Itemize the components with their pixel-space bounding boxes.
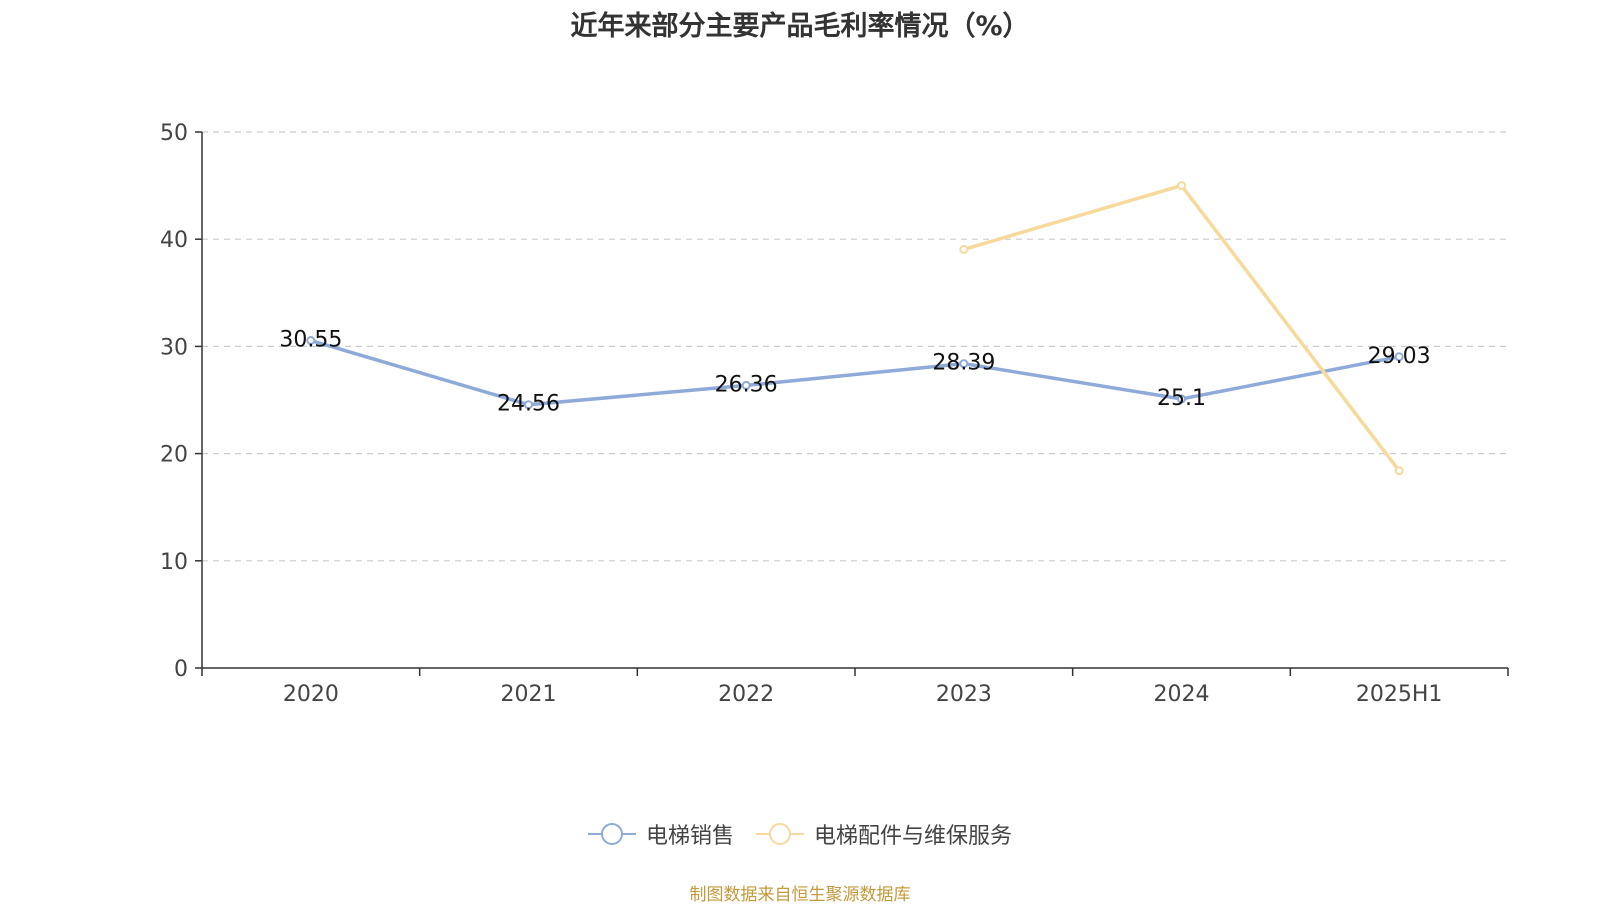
x-tick-label: 2022 xyxy=(718,682,774,707)
legend-item-elevator-sales[interactable]: 电梯销售 xyxy=(587,818,734,850)
x-tick-label: 2020 xyxy=(283,682,339,707)
y-tick-label: 40 xyxy=(160,228,188,253)
data-label: 25.1 xyxy=(1157,386,1206,411)
y-tick-label: 30 xyxy=(160,335,188,360)
data-point xyxy=(306,336,316,346)
data-label: 28.39 xyxy=(932,351,995,376)
y-tick-label: 0 xyxy=(174,657,188,682)
legend-label-elevator-sales: 电梯销售 xyxy=(645,824,734,849)
x-tick-label: 2024 xyxy=(1154,682,1210,707)
legend-label-parts-maintenance: 电梯配件与维保服务 xyxy=(814,824,1013,849)
y-tick-label: 20 xyxy=(160,443,188,468)
source-note: 制图数据来自恒生聚源数据库 xyxy=(689,885,911,905)
data-point xyxy=(1394,352,1404,362)
y-tick-label: 10 xyxy=(160,550,188,575)
data-point xyxy=(959,359,969,369)
legend: 电梯销售 电梯配件与维保服务 xyxy=(0,818,1600,850)
data-label: 29.03 xyxy=(1368,344,1431,369)
data-point xyxy=(524,400,533,410)
legend-item-parts-maintenance[interactable]: 电梯配件与维保服务 xyxy=(756,818,1012,850)
series-line-1 xyxy=(963,183,1401,472)
x-tick-label: 2023 xyxy=(936,682,992,707)
data-point xyxy=(741,380,751,390)
data-point xyxy=(1177,394,1186,404)
data-label: 30.55 xyxy=(279,328,342,353)
y-tick-label: 50 xyxy=(160,121,188,146)
data-label: 24.56 xyxy=(497,392,560,417)
data-point xyxy=(1394,466,1404,476)
x-tick-label: 2025H1 xyxy=(1356,682,1443,707)
series-line-0 xyxy=(310,338,1400,407)
chart-title: 近年来部分主要产品毛利率情况（%） xyxy=(570,11,1030,42)
data-point xyxy=(959,244,969,254)
data-label: 26.36 xyxy=(715,372,778,397)
data-point xyxy=(1177,181,1186,191)
x-tick-label: 2021 xyxy=(501,682,557,707)
legend-marker-elevator-sales xyxy=(587,823,636,845)
legend-marker-parts-maintenance xyxy=(756,823,804,845)
